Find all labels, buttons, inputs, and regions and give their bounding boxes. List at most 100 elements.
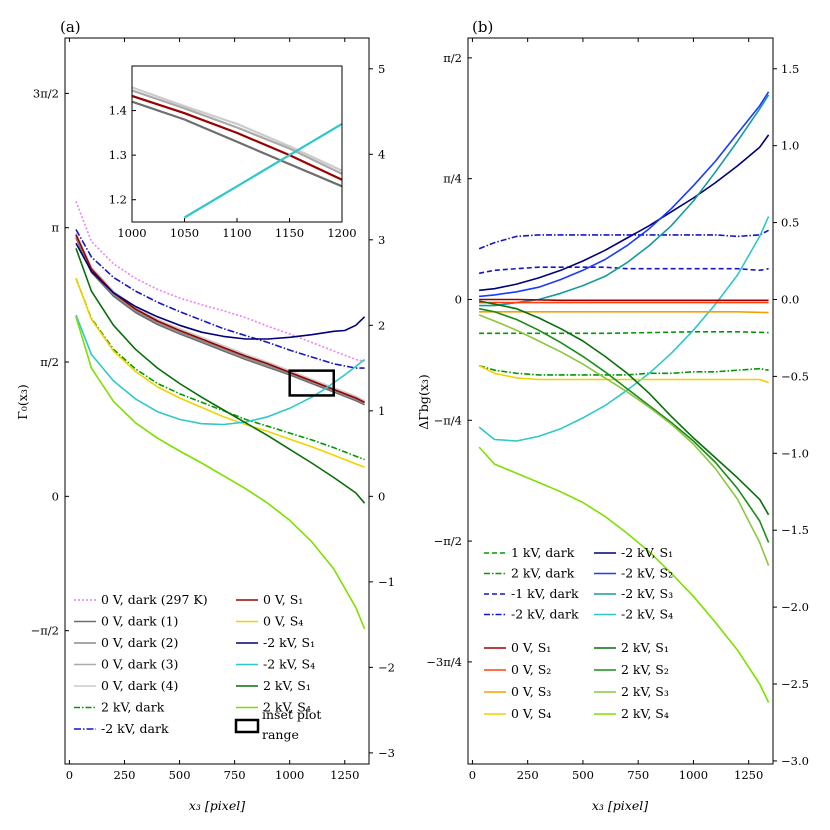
legend-label-0-v-dark-1: 0 V, dark (1) [101, 614, 178, 629]
series-2-kv-s [479, 134, 770, 292]
x-tick-label: 750 [627, 768, 649, 782]
y-right-tick-label: 3 [378, 233, 385, 247]
legend-inset-range-label-2: range [262, 727, 299, 742]
inset-series-0-v-dark-4 [131, 86, 343, 172]
y-right-tick-label: 5 [378, 62, 385, 76]
legend-label-0-v-s: 0 V, S₄ [511, 706, 551, 721]
legend-label-2-kv-s: 2 kV, S₃ [621, 684, 669, 699]
series-2-kv-s [478, 300, 770, 516]
panel-a-ticks: 0 250 500 750 1000 1250 −3 −2 −1 0 1 2 3 4 5 −π/2 0 π/2 π 3… [31, 38, 395, 782]
legend-label-2-kv-s: 2 kV, S₄ [621, 706, 669, 721]
y-right-tick-label: −3.0 [781, 754, 809, 768]
series-0-v-dark-2 [75, 236, 365, 404]
series-0-v-s [479, 298, 769, 302]
legend-label-0-v-s: 0 V, S₂ [511, 662, 551, 677]
inset-x-tick-label: 1100 [222, 226, 251, 240]
series-2-kv-dark [478, 229, 769, 250]
y-left-tick-label: 0 [455, 292, 462, 306]
x-tick-label: 0 [66, 768, 73, 782]
series-2-kv-s [75, 248, 366, 504]
panel-a-lines [75, 201, 366, 630]
series-0-v-s [75, 278, 365, 469]
series-2-kv-s [75, 242, 366, 340]
x-tick-label: 1000 [275, 768, 304, 782]
panel-b-frame [467, 37, 774, 765]
y-left-tick-label: π/2 [40, 355, 59, 369]
panel-b-ylabel: ΔΓbg(x₃) [416, 374, 431, 430]
y-right-tick-label: −0.5 [781, 369, 809, 383]
legend-label-2-kv-s: 2 kV, S₂ [621, 662, 669, 677]
panel-b-legend: 1 kV, dark 2 kV, dark -1 kV, dark -2 kV, da… [484, 545, 673, 721]
inset-plot: 1000 1050 1100 1150 1200 1.2 1.3 1.4 [109, 65, 357, 240]
series-2-kv-dark [75, 278, 365, 461]
x-tick-label: 250 [517, 768, 539, 782]
series-0-v-s [75, 234, 365, 404]
legend-label-2-kv-s: 2 kV, S₁ [621, 640, 669, 655]
series-2-kv-s [75, 316, 366, 630]
series-0-v-dark-4 [75, 232, 365, 402]
y-left-tick-label: −π/2 [434, 534, 462, 548]
panel-a-xlabel: x₃ [pixel] [189, 798, 245, 813]
inset-series-0-v-dark-1 [131, 100, 343, 188]
panel-b: (b) 0 250 500 750 1000 1250 −3.0 −2.5 −2.0 −1.5 −1… [416, 18, 809, 813]
legend-label-0-v-dark-3: 0 V, dark (3) [101, 657, 178, 672]
legend-label-2-kv-dark: -2 kV, dark [511, 607, 579, 622]
legend-label-1-kv-dark: 1 kV, dark [511, 545, 575, 560]
panel-a-ylabel: Γ₀(x₃) [15, 384, 30, 420]
y-left-tick-label: π [51, 221, 59, 235]
legend-label-0-v-s: 0 V, S₄ [263, 614, 303, 629]
inset-series-0-v-dark-3 [131, 89, 343, 175]
series-2-kv-s [478, 307, 770, 543]
y-left-tick-label: −3π/4 [426, 655, 462, 669]
legend-label-0-v-dark-297-k: 0 V, dark (297 K) [101, 592, 208, 607]
series-0-v-dark-297-k [75, 201, 365, 362]
y-right-tick-label: −3 [378, 746, 395, 760]
legend-label-0-v-s: 0 V, S₁ [511, 640, 551, 655]
legend-label-2-kv-s: -2 kV, S₃ [621, 586, 673, 601]
series-2-kv-dark [75, 229, 365, 369]
inset-x-tick-label: 1200 [327, 226, 356, 240]
inset-y-tick-label: 1.4 [109, 104, 127, 118]
panel-b-lines [478, 91, 770, 703]
panel-b-xlabel: x₃ [pixel] [592, 798, 648, 813]
series-2-kv-s [478, 446, 770, 703]
y-right-tick-label: 0.0 [781, 292, 799, 306]
y-left-tick-label: −π/2 [31, 624, 59, 638]
inset-x-tick-label: 1000 [117, 226, 146, 240]
y-left-tick-label: 0 [52, 489, 59, 503]
legend-label-2-kv-s: -2 kV, S₂ [621, 566, 673, 581]
series-2-kv-s [478, 216, 770, 442]
y-right-tick-label: −1.0 [781, 446, 809, 460]
panel-a: (a) 0 250 500 750 1000 1250 −3 −2 −1 0 1 2 3 4 5 −π/2 0 π… [15, 18, 395, 813]
legend-inset-range-entry: inset plot range [234, 707, 321, 742]
x-tick-label: 500 [572, 768, 594, 782]
x-tick-label: 500 [169, 768, 191, 782]
y-left-tick-label: −π/4 [434, 413, 462, 427]
inset-lines [131, 86, 343, 219]
series-2-kv-s [478, 314, 770, 566]
y-left-tick-label: 3π/2 [33, 86, 59, 100]
inset-series-0-v-s [131, 94, 343, 181]
x-tick-label: 250 [114, 768, 136, 782]
y-right-tick-label: 1.0 [781, 139, 799, 153]
y-right-tick-label: −2 [378, 660, 395, 674]
legend-label-2-kv-s: -2 kV, S₁ [621, 545, 673, 560]
y-right-tick-label: −2.5 [781, 677, 809, 691]
inset-frame [131, 65, 343, 223]
series-0-v-s [478, 364, 769, 384]
legend-label-1-kv-dark: -1 kV, dark [511, 586, 579, 601]
legend-inset-range-label-1: inset plot [262, 707, 321, 722]
panel-a-frame [64, 37, 370, 765]
x-tick-label: 0 [469, 768, 476, 782]
legend-label-2-kv-dark: 2 kV, dark [101, 700, 165, 715]
y-right-tick-label: 0.5 [781, 216, 799, 230]
inset-background [132, 66, 342, 222]
legend-label-2-kv-s: 2 kV, S₄ [263, 700, 311, 715]
y-right-tick-label: 2 [378, 318, 385, 332]
legend-label-2-kv-s: 2 kV, S₁ [263, 678, 311, 693]
legend-label-0-v-s: 0 V, S₁ [263, 592, 303, 607]
series-2-kv-s [479, 91, 770, 298]
legend-label-2-kv-s: -2 kV, S₄ [621, 607, 673, 622]
inset-y-tick-label: 1.3 [109, 148, 127, 162]
y-right-tick-label: 0 [378, 489, 385, 503]
